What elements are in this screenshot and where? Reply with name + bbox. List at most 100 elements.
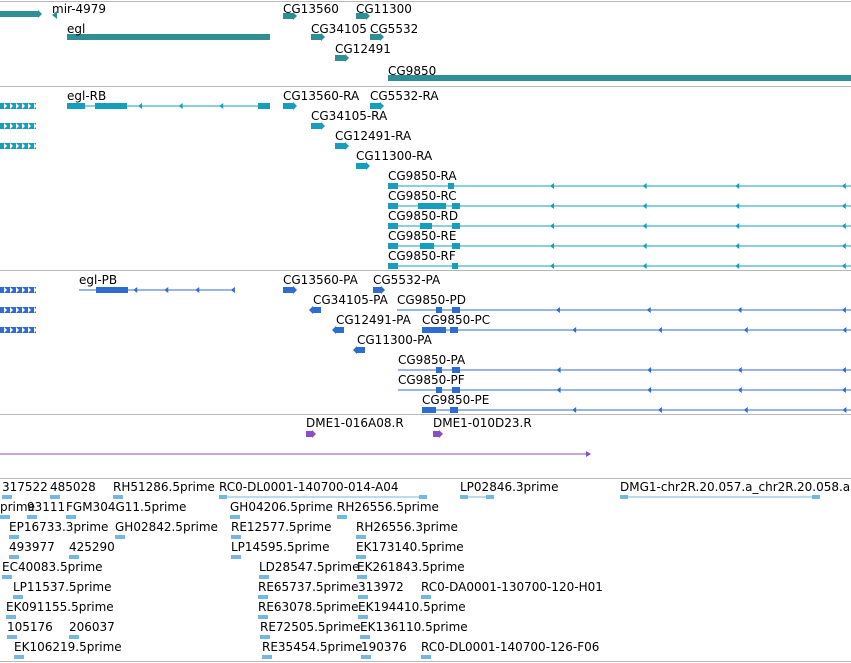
feature-re72505-5prime[interactable]: RE72505.5prime [260,620,361,639]
feature-485028[interactable]: 485028 [50,480,96,499]
feature-glyph[interactable] [388,203,851,209]
feature-ec40083-5prime[interactable]: EC40083.5prime [2,560,103,579]
feature-105176[interactable]: 105176 [7,620,53,639]
feature-re65737-5prime[interactable]: RE65737.5prime [258,580,359,599]
feature-dmg1-chr2r-20-057-a-chr2r-20-058-a[interactable]: DMG1-chr2R.20.057.a_chr2R.20.058.a [620,480,850,499]
feature-glyph[interactable] [283,12,297,20]
feature-glyph[interactable] [388,223,851,229]
feature-glyph[interactable] [373,286,385,294]
feature-313972[interactable]: 313972 [358,580,404,599]
feature-ek194410-5prime[interactable]: EK194410.5prime [358,600,466,619]
feature-rc0-dl0001-140700-126-f06[interactable]: RC0-DL0001-140700-126-F06 [421,640,599,659]
feature-dme1-010d23-r[interactable]: DME1-010D23.R [433,416,532,438]
feature-glyph[interactable] [311,122,325,130]
truncated-feature-glyph[interactable] [0,327,37,333]
est-glyph[interactable] [231,555,241,559]
feature-glyph[interactable] [460,495,494,499]
feature-cg12491[interactable]: CG12491 [335,42,391,62]
feature-glyph[interactable] [433,430,443,438]
feature-glyph[interactable] [332,326,344,334]
feature-glyph[interactable] [335,142,349,150]
feature-glyph[interactable] [311,33,325,41]
est-glyph[interactable] [360,635,370,639]
est-glyph[interactable] [2,575,12,579]
feature-glyph[interactable] [67,34,270,40]
feature-cg11300-ra[interactable]: CG11300-RA [356,149,433,170]
est-glyph[interactable] [258,615,268,619]
est-glyph[interactable] [9,535,19,539]
feature-190376[interactable]: 190376 [361,640,407,659]
feature-gh02842-5prime[interactable]: GH02842.5prime [115,520,218,539]
feature-glyph[interactable] [422,327,851,333]
est-glyph[interactable] [66,515,76,519]
est-glyph[interactable] [421,595,431,599]
feature-glyph[interactable] [370,102,384,110]
truncated-feature-glyph[interactable] [0,143,37,149]
truncated-feature-glyph[interactable] [0,307,37,313]
feature-egl-rb[interactable]: egl-RB [0,89,270,149]
feature-cg5532-ra[interactable]: CG5532-RA [370,89,439,110]
feature-dme1-016a08-r[interactable]: DME1-016A08.R [0,416,591,457]
feature-cg9850-pa[interactable]: CG9850-PA [398,353,851,373]
feature-fgm304g11-5prime[interactable]: FGM304G11.5prime [66,500,186,519]
feature-rc0-da0001-130700-120-h01[interactable]: RC0-DA0001-130700-120-H01 [421,580,603,599]
feature-glyph[interactable] [398,367,851,373]
feature-cg9850-pf[interactable]: CG9850-PF [398,373,851,393]
feature-317522[interactable]: 317522 [2,480,48,499]
feature-glyph[interactable] [422,407,851,413]
feature-gh04206-5prime[interactable]: GH04206.5prime [230,500,333,519]
feature-cg9850-ra[interactable]: CG9850-RA [388,169,851,189]
est-glyph[interactable] [358,595,368,599]
est-glyph[interactable] [7,635,17,639]
feature-glyph[interactable] [353,346,365,354]
feature-glyph[interactable] [306,430,316,438]
feature-rh51286-5prime[interactable]: RH51286.5prime [113,480,215,499]
est-glyph[interactable] [421,655,431,659]
feature-glyph[interactable] [620,495,820,499]
feature-glyph[interactable] [388,263,851,269]
est-glyph[interactable] [27,515,37,519]
feature-cg34105-pa[interactable]: CG34105-PA [309,293,389,314]
est-glyph[interactable] [260,635,270,639]
est-glyph[interactable] [69,635,79,639]
feature-ld28547-5prime[interactable]: LD28547.5prime [259,560,360,579]
feature-glyph[interactable] [283,286,297,294]
est-glyph[interactable] [50,495,60,499]
feature-prime[interactable]: prime [0,500,35,519]
feature-re35454-5prime[interactable]: RE35454.5prime [262,640,363,659]
feature-glyph[interactable] [370,33,384,41]
est-glyph[interactable] [6,615,16,619]
feature-93111[interactable]: 93111 [27,500,65,519]
feature-glyph[interactable] [398,387,851,393]
feature-ek106219-5prime[interactable]: EK106219.5prime [14,640,122,659]
feature-lp02846-3prime[interactable]: LP02846.3prime [460,480,559,499]
feature-cg11300-pa[interactable]: CG11300-PA [353,333,433,354]
feature-glyph[interactable] [79,287,235,293]
feature-rh26556-5prime[interactable]: RH26556.5prime [337,500,439,519]
est-glyph[interactable] [357,575,367,579]
est-glyph[interactable] [337,515,347,519]
feature-cg9850-rd[interactable]: CG9850-RD [388,209,851,229]
feature-ek261843-5prime[interactable]: EK261843.5prime [357,560,465,579]
feature-cg13560-ra[interactable]: CG13560-RA [283,89,360,110]
feature-glyph[interactable] [388,243,851,249]
feature-glyph[interactable] [309,306,321,314]
feature-glyph[interactable] [67,103,270,109]
feature-425290[interactable]: 425290 [69,540,115,559]
feature-cg12491-ra[interactable]: CG12491-RA [335,129,412,150]
feature-rh26556-3prime[interactable]: RH26556.3prime [356,520,458,539]
feature-rc0-dl0001-140700-014-a04[interactable]: RC0-DL0001-140700-014-A04 [219,480,427,499]
feature-glyph[interactable] [388,75,851,81]
feature-lp11537-5prime[interactable]: LP11537.5prime [13,580,112,599]
est-glyph[interactable] [361,655,371,659]
feature-cg9850[interactable]: CG9850 [388,64,851,81]
feature-cg13560[interactable]: CG13560 [283,2,339,20]
feature-206037[interactable]: 206037 [69,620,115,639]
feature-cg9850-pe[interactable]: CG9850-PE [422,393,851,413]
feature-cg9850-pd[interactable]: CG9850-PD [397,293,851,313]
feature-glyph[interactable] [335,54,349,62]
feature-re63078-5prime[interactable]: RE63078.5prime [258,600,359,619]
feature-lp14595-5prime[interactable]: LP14595.5prime [231,540,330,559]
feature-re12577-5prime[interactable]: RE12577.5prime [231,520,332,539]
feature-cg34105[interactable]: CG34105 [311,22,367,41]
